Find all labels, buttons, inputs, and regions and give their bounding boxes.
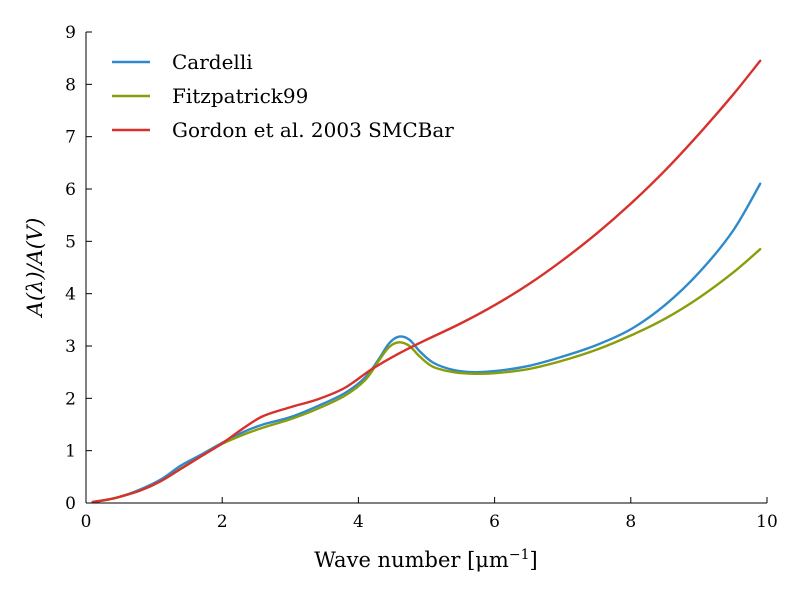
legend-label-fitzpatrick99: Fitzpatrick99 [172,84,308,108]
x-tick-label: 0 [81,512,92,532]
x-axis-label-main: Wave number [μm [314,548,509,572]
y-tick-label: 6 [65,180,76,200]
y-tick-label: 1 [65,442,76,462]
x-tick-label: 6 [489,512,500,532]
y-tick-label: 2 [65,389,76,409]
x-tick-label: 4 [353,512,364,532]
series-line-gordon-et-al-2003-smcbar [91,59,762,504]
y-ticks: 0 1 2 3 4 5 6 7 8 9 [65,23,92,514]
x-ticks: 0 2 4 6 8 10 [81,497,778,532]
x-axis-label-superscript: −1 [509,547,530,563]
x-tick-label: 2 [217,512,228,532]
series-line-fitzpatrick99 [91,247,762,504]
x-axis-label: Wave number [μm−1] [314,547,537,572]
series-layer [91,59,762,504]
y-tick-label: 4 [65,285,76,305]
y-axis-label: A(λ)/A(V) [23,218,47,319]
y-tick-label: 9 [65,23,76,43]
legend-label-gordon-et-al-2003-smcbar: Gordon et al. 2003 SMCBar [172,118,454,142]
y-tick-label: 8 [65,75,76,95]
series-line-cardelli [91,182,762,504]
x-tick-label: 8 [625,512,636,532]
x-axis-label-tail: ] [530,548,538,572]
y-tick-label: 7 [65,128,76,148]
y-tick-label: 3 [65,337,76,357]
y-tick-label: 5 [65,232,76,252]
legend-label-cardelli: Cardelli [172,50,253,74]
x-tick-label: 10 [756,512,778,532]
legend: Cardelli Fitzpatrick99 Gordon et al. 2003 … [112,50,454,142]
y-tick-label: 0 [65,494,76,514]
